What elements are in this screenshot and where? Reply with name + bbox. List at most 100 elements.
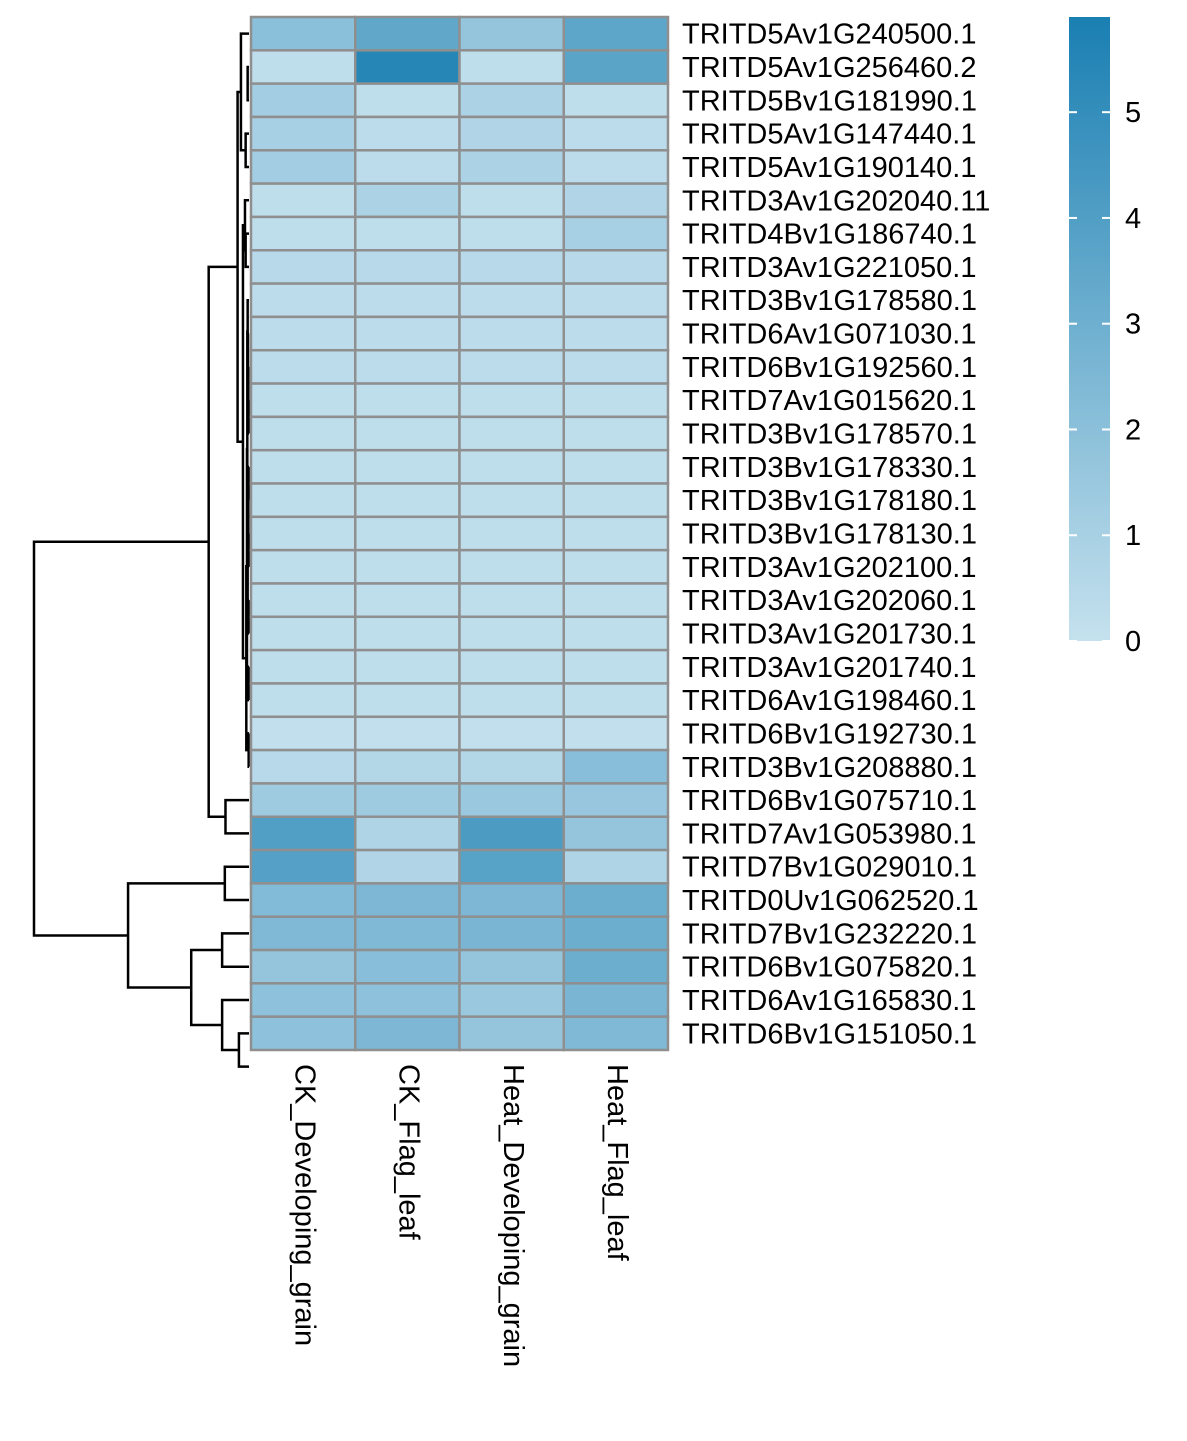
heatmap-cell — [354, 782, 461, 818]
heatmap-cell — [249, 982, 357, 1018]
heatmap-cell — [562, 282, 670, 319]
heatmap-cell — [458, 215, 565, 252]
row-label: TRITD5Av1G256460.2 — [682, 52, 976, 84]
heatmap-cell — [458, 748, 565, 785]
column-label: CK_Flag_leaf — [393, 1064, 425, 1241]
heatmap-cell — [562, 848, 670, 885]
color-legend-bar — [1069, 17, 1110, 641]
heatmap-cell — [249, 848, 357, 885]
heatmap-cell — [562, 748, 670, 785]
heatmap-cell — [249, 249, 357, 285]
legend-tick-label: 4 — [1125, 203, 1141, 235]
heatmap-cell — [249, 748, 357, 785]
heatmap-cell — [562, 348, 670, 385]
heatmap-cell — [562, 15, 670, 52]
heatmap-cell — [249, 648, 357, 685]
heatmap-cell — [458, 348, 565, 385]
heatmap-cell — [249, 715, 357, 752]
heatmap-cell — [354, 948, 461, 985]
dendrogram-branch — [32, 540, 209, 937]
column-labels: CK_Developing_grain CK_Flag_leaf Heat_Deve… — [288, 1064, 633, 1367]
heatmap-cell — [249, 548, 357, 585]
heatmap-cell — [249, 615, 357, 652]
heatmap-cell — [354, 515, 461, 552]
column-label: Heat_Developing_grain — [497, 1064, 529, 1367]
dendrogram-branch — [126, 882, 225, 989]
legend-tick-label: 1 — [1125, 520, 1141, 552]
heatmap-cell — [249, 115, 357, 152]
heatmap-cell — [249, 682, 357, 719]
heatmap-cell — [562, 49, 670, 85]
heatmap-cell — [249, 582, 357, 619]
heatmap-cell — [458, 782, 565, 818]
heatmap-cell — [562, 315, 670, 352]
heatmap-cell — [249, 382, 357, 419]
heatmap-cell — [562, 482, 670, 519]
heatmap-cell — [562, 149, 670, 185]
heatmap-cell — [249, 815, 357, 852]
heatmap-cell — [562, 82, 670, 119]
heatmap-cell — [354, 548, 461, 585]
dendrogram-branch — [220, 998, 249, 1052]
heatmap-cell — [458, 548, 565, 585]
heatmap-cell — [354, 848, 461, 885]
heatmap-cell — [562, 515, 670, 552]
heatmap-cell — [354, 748, 461, 785]
heatmap-cell — [354, 182, 461, 219]
heatmap-cell — [458, 249, 565, 285]
heatmap-cell — [562, 615, 670, 652]
dendrogram-branch — [239, 32, 249, 152]
heatmap-cell — [458, 848, 565, 885]
heatmap-cell — [458, 382, 565, 419]
heatmap-cell — [249, 515, 357, 552]
row-label: TRITD3Av1G201730.1 — [682, 618, 976, 650]
heatmap-cell — [249, 149, 357, 185]
dendrogram-branch — [207, 265, 238, 818]
heatmap-cell — [354, 215, 461, 252]
heatmap-cell — [249, 348, 357, 385]
heatmap-cell — [354, 149, 461, 185]
heatmap-cell — [354, 648, 461, 685]
dendrogram-branch — [223, 865, 249, 902]
heatmap-cell — [562, 115, 670, 152]
row-label: TRITD5Av1G147440.1 — [682, 119, 976, 151]
heatmap-cell — [458, 815, 565, 852]
row-label: TRITD3Av1G201740.1 — [682, 652, 976, 684]
row-label: TRITD6Av1G198460.1 — [682, 685, 976, 717]
heatmap-cell — [458, 515, 565, 552]
heatmap-cell — [354, 249, 461, 285]
row-label: TRITD5Av1G240500.1 — [682, 19, 976, 51]
heatmap-cell — [249, 82, 357, 119]
heatmap-cell — [354, 15, 461, 52]
heatmap-cell — [458, 115, 565, 152]
dendrogram-branch — [237, 1032, 249, 1068]
heatmap-cell — [354, 815, 461, 852]
heatmap-cell — [249, 1015, 357, 1052]
row-label: TRITD6Bv1G075820.1 — [682, 952, 977, 984]
heatmap-cell — [354, 282, 461, 319]
heatmap-cell — [562, 582, 670, 619]
heatmap-cell — [458, 482, 565, 519]
heatmap-cell — [458, 1015, 565, 1052]
dendrogram-branch — [224, 798, 249, 835]
row-label: TRITD3Av1G202100.1 — [682, 552, 976, 584]
row-label: TRITD6Bv1G192730.1 — [682, 718, 977, 750]
heatmap-cell — [354, 1015, 461, 1052]
heatmap-cell — [354, 448, 461, 485]
heatmap-cell — [249, 182, 357, 219]
legend-tick-label: 0 — [1125, 626, 1141, 658]
color-legend: 0 1 2 3 4 5 — [1069, 17, 1141, 658]
heatmap-cell — [354, 482, 461, 519]
dendrogram-branch — [189, 948, 223, 1027]
heatmap-cell — [458, 615, 565, 652]
heatmap-cell — [562, 548, 670, 585]
heatmap-cell — [562, 215, 670, 252]
heatmap-cell — [458, 15, 565, 52]
heatmap-cell — [458, 282, 565, 319]
heatmap-cells — [249, 15, 670, 1052]
row-label: TRITD3Bv1G208880.1 — [682, 752, 977, 784]
heatmap-cell — [354, 49, 461, 85]
heatmap-cell — [249, 282, 357, 319]
heatmap-cell — [354, 382, 461, 419]
